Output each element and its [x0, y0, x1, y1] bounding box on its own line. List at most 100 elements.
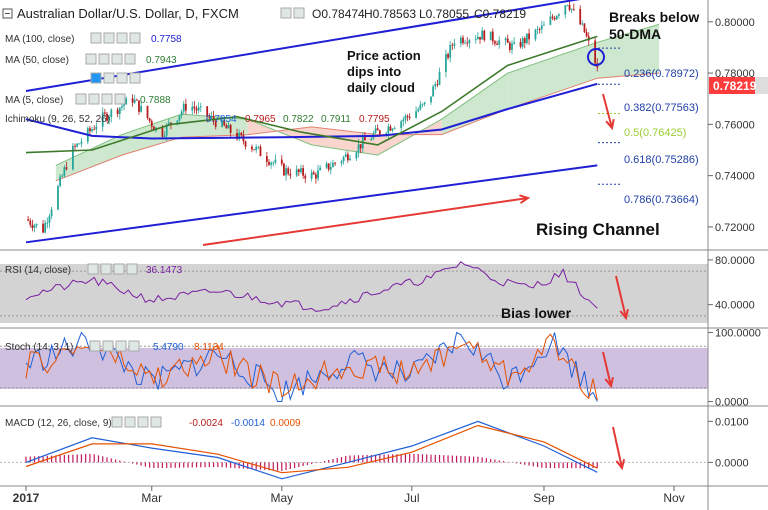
- signal-line: [25, 424, 598, 474]
- candle-body: [585, 32, 588, 37]
- candle-body: [519, 42, 522, 47]
- macd-down-arrow-head: [615, 459, 626, 471]
- candle-body: [184, 103, 187, 111]
- price-tick-label: 0.76000: [715, 119, 755, 131]
- price-tick-label: 0.74000: [715, 171, 755, 183]
- candle-body: [528, 33, 530, 40]
- candle-body: [423, 102, 426, 105]
- candle-body: [579, 8, 582, 25]
- candle-body: [498, 40, 501, 45]
- main-down-arrow: [602, 93, 613, 129]
- price-candles: [27, 1, 599, 234]
- legend-ma50-icons[interactable]: [85, 53, 136, 65]
- axes: 0.800000.780000.760000.740000.7200080.00…: [13, 17, 761, 505]
- symbol-title: Australian Dollar/U.S. Dollar, D, FXCM: [17, 6, 239, 21]
- candle-body: [594, 40, 597, 64]
- senkou-span-b: [55, 72, 660, 182]
- candle-body: [289, 173, 292, 176]
- candle-body: [451, 44, 454, 46]
- candle-body: [272, 162, 275, 164]
- candle-body: [135, 99, 138, 101]
- candle-body: [300, 168, 302, 173]
- candle-body: [287, 168, 290, 174]
- candle-body: [195, 108, 198, 111]
- candle-body: [255, 146, 258, 151]
- candle-body: [61, 175, 64, 177]
- candle-body: [327, 163, 330, 170]
- candle-body: [65, 167, 68, 170]
- candle-body: [462, 37, 464, 43]
- legend-macd-v2: -0.0014: [231, 418, 265, 429]
- candle-body: [76, 143, 79, 147]
- legend-ma5-icons[interactable]: [75, 93, 126, 105]
- legend-ma100-icons[interactable]: [90, 32, 141, 44]
- candle-body: [223, 120, 226, 126]
- cloud-segment: [507, 42, 598, 109]
- candle-body: [63, 167, 66, 176]
- candle-body: [342, 156, 345, 162]
- candle-body: [334, 162, 336, 164]
- stoch-down-arrow-head: [604, 376, 614, 389]
- candle-body: [581, 23, 584, 25]
- current-price-tag: 0.78219: [709, 77, 768, 94]
- moving-averages: [25, 35, 598, 154]
- macd-tick-label: 0.0000: [715, 457, 749, 469]
- current-price-value: 0.78219: [713, 79, 757, 93]
- candle-body: [148, 118, 151, 121]
- candle-body: [95, 126, 98, 130]
- candle-body: [268, 161, 270, 165]
- rsi-tick-label: 80.0000: [715, 255, 755, 267]
- candle-body: [445, 54, 447, 72]
- legend-rsi-icons[interactable]: [87, 263, 138, 275]
- candle-body: [78, 143, 81, 145]
- ohlc-open: O0.78474: [312, 7, 365, 21]
- candle-body: [449, 44, 452, 58]
- stoch-band: [0, 348, 708, 389]
- candle-body: [523, 38, 526, 43]
- candle-body: [329, 167, 332, 170]
- candle-body: [404, 115, 407, 120]
- candle-body: [297, 169, 300, 173]
- legend-ma5: MA (5, close): [5, 95, 63, 106]
- candle-body: [280, 159, 283, 164]
- candle-body: [310, 172, 313, 179]
- legend-stoch-icons[interactable]: [89, 340, 140, 352]
- candle-body: [167, 122, 170, 125]
- legend-hidden-icons[interactable]: [90, 72, 141, 84]
- collapse-icon[interactable]: [2, 8, 13, 19]
- legend-stoch-d: 8.1134: [194, 342, 224, 353]
- candle-body: [466, 42, 469, 44]
- candle-body: [121, 106, 123, 108]
- fib-label-236: 0.236(0.78972): [624, 68, 699, 80]
- candle-body: [349, 158, 351, 161]
- indicator-legends: MA (100, close) 0.7758 MA (50, close) 0.…: [5, 32, 390, 429]
- candle-body: [355, 152, 358, 159]
- cloud-segment: [597, 24, 660, 79]
- candle-body: [238, 132, 241, 140]
- candle-body: [304, 175, 307, 179]
- candle-body: [236, 132, 238, 140]
- fib-label-500: 0.5(0.76425): [624, 127, 686, 139]
- time-tick-label: Nov: [663, 491, 684, 505]
- legend-macd-icons[interactable]: [111, 416, 162, 428]
- candle-body: [27, 219, 30, 221]
- candle-body: [210, 115, 213, 117]
- rsi-line: [25, 261, 598, 312]
- candle-body: [31, 224, 34, 228]
- candle-body: [29, 220, 32, 225]
- candle-body: [534, 29, 537, 40]
- candle-body: [385, 133, 388, 135]
- candle-body: [152, 126, 155, 131]
- legend-macd-v1: -0.0024: [189, 418, 223, 429]
- candle-body: [150, 120, 153, 127]
- candle-body: [240, 132, 243, 136]
- candle-body: [161, 127, 164, 137]
- candle-body: [391, 128, 394, 131]
- candle-body: [479, 36, 481, 40]
- candle-body: [506, 38, 509, 43]
- candle-body: [285, 168, 287, 176]
- header-icons[interactable]: [280, 7, 305, 19]
- candle-body: [504, 38, 507, 41]
- anno-breaks-1: Breaks below: [609, 9, 699, 25]
- legend-ichimoku: Ichimoku (9, 26, 52, 26): [5, 114, 110, 125]
